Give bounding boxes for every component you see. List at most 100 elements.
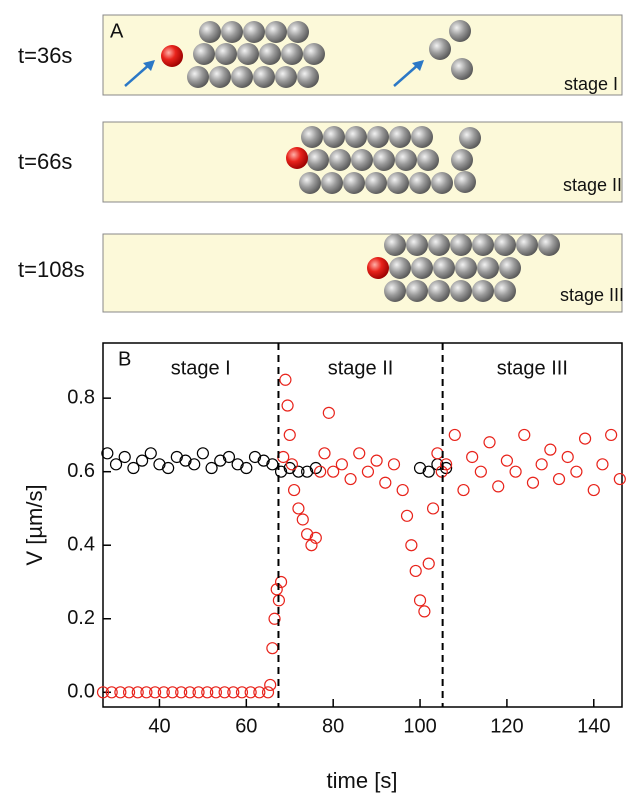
data-point: [466, 450, 479, 464]
ball: [395, 149, 417, 171]
data-point: [344, 472, 357, 486]
x-tick-label: 120: [490, 715, 523, 737]
ball: [494, 280, 516, 302]
data-point: [127, 461, 140, 475]
y-tick-label: 0.4: [67, 534, 95, 556]
ball: [428, 280, 450, 302]
data-point: [440, 461, 453, 475]
ball: [351, 149, 373, 171]
ball: [231, 66, 253, 88]
y-tick-label: 0.6: [67, 460, 95, 482]
data-point: [240, 461, 253, 475]
ball: [259, 43, 281, 65]
ball: [449, 20, 471, 42]
data-point: [587, 483, 600, 497]
ball: [384, 234, 406, 256]
data-point: [114, 686, 127, 699]
ball: [265, 21, 287, 43]
ball: [494, 234, 516, 256]
ball: [459, 127, 481, 149]
data-point: [457, 483, 470, 497]
stage-label: stage I: [171, 357, 231, 379]
y-tick-label: 0.2: [67, 607, 95, 629]
ball: [365, 172, 387, 194]
stage-label: stage II: [563, 175, 622, 195]
ball: [454, 171, 476, 193]
ball: [193, 43, 215, 65]
data-point: [131, 686, 144, 699]
data-point: [162, 461, 175, 475]
arrow-head: [143, 60, 155, 71]
ball: [406, 234, 428, 256]
data-point: [613, 472, 626, 486]
ball: [428, 234, 450, 256]
data-point: [153, 458, 166, 471]
ball: [187, 66, 209, 88]
data-point: [244, 686, 257, 699]
data-point: [188, 458, 201, 471]
ball: [477, 257, 499, 279]
data-point: [387, 458, 401, 471]
ball: [323, 126, 345, 148]
data-point: [183, 686, 196, 699]
data-point: [422, 465, 435, 478]
data-point: [205, 461, 218, 475]
data-point: [418, 605, 431, 618]
stage-label: stage II: [328, 357, 394, 379]
data-point: [431, 447, 444, 460]
ball: [433, 257, 455, 279]
data-point: [285, 458, 299, 471]
data-point: [149, 686, 162, 699]
ball: [299, 172, 321, 194]
data-point: [222, 450, 236, 464]
data-point: [157, 686, 170, 699]
ball: [215, 43, 237, 65]
data-point: [483, 436, 496, 449]
ball: [209, 66, 231, 88]
ball: [253, 66, 275, 88]
data-point: [301, 465, 314, 478]
data-point: [257, 454, 270, 467]
data-point: [605, 428, 618, 442]
arrow: [124, 63, 151, 87]
stage-label: stage III: [560, 285, 624, 305]
ball: [301, 126, 323, 148]
data-point: [509, 465, 522, 478]
ball: [499, 257, 521, 279]
plot-frame: [102, 342, 623, 708]
data-point: [201, 686, 214, 699]
arrow: [393, 63, 420, 87]
ball: [321, 172, 343, 194]
ball: [431, 172, 453, 194]
data-point: [96, 686, 110, 699]
ball: [329, 149, 351, 171]
data-point: [235, 686, 249, 699]
data-point: [248, 450, 262, 464]
data-point: [535, 458, 548, 471]
data-point: [283, 428, 296, 442]
data-point: [474, 465, 487, 478]
data-point: [192, 686, 205, 699]
data-point: [518, 428, 531, 442]
data-point: [396, 483, 409, 497]
data-point: [214, 454, 227, 467]
ball: [451, 58, 473, 80]
ball: [275, 66, 297, 88]
data-point: [105, 686, 118, 699]
x-tick-label: 40: [148, 715, 170, 737]
data-point: [400, 509, 414, 522]
ball: [345, 126, 367, 148]
data-point: [413, 594, 427, 607]
data-point: [179, 454, 192, 467]
data-point: [101, 447, 114, 460]
stage-label: stage III: [497, 357, 568, 379]
ball: [411, 257, 433, 279]
ball: [389, 257, 411, 279]
data-point: [405, 539, 418, 552]
data-point: [287, 483, 301, 497]
data-point: [166, 686, 179, 699]
panel-label: B: [118, 348, 131, 370]
ball: [450, 234, 472, 256]
data-point: [322, 406, 335, 419]
ball: [429, 38, 451, 60]
